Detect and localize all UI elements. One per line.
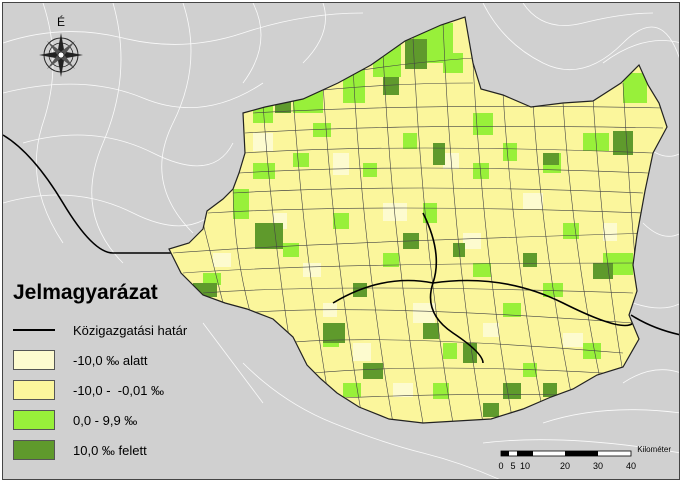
compass-rose-icon xyxy=(39,33,83,77)
scale-tick: 30 xyxy=(592,461,604,471)
legend-label: 10,0 ‰ felett xyxy=(73,442,147,458)
north-arrow: É xyxy=(37,15,85,81)
legend-label: -10,0 ‰ alatt xyxy=(73,352,148,368)
legend-swatch xyxy=(13,380,55,400)
legend-swatch xyxy=(13,350,55,370)
legend-item-boundary: Közigazgatási határ xyxy=(9,315,239,345)
scale-tick: 20 xyxy=(559,461,571,471)
north-label: É xyxy=(56,15,65,29)
administrative-boundaries xyxy=(332,212,634,364)
scale-unit: Kilométer xyxy=(637,445,671,454)
scale-bar-graphic xyxy=(500,450,632,457)
legend-swatch xyxy=(13,440,55,460)
scale-tick: 10 xyxy=(519,461,531,471)
choropleth-map xyxy=(3,3,679,479)
legend-swatch xyxy=(13,410,55,430)
legend-item-class-3: 0,0 - 9,9 ‰ xyxy=(9,405,239,435)
legend-item-class-1: -10,0 ‰ alatt xyxy=(9,345,239,375)
legend-title: Jelmagyarázat xyxy=(13,281,158,304)
legend-label: 0,0 - 9,9 ‰ xyxy=(73,412,138,428)
outside-boundaries xyxy=(3,3,679,479)
legend-item-class-4: 10,0 ‰ felett xyxy=(9,435,239,465)
legend-item-class-2: -10,0 - -0,01 ‰ xyxy=(9,375,239,405)
scale-tick: 5 xyxy=(510,461,516,471)
legend-label: -10,0 - -0,01 ‰ xyxy=(73,382,165,398)
boundary-line-swatch xyxy=(13,329,55,331)
map-frame: É Jelmagyarázat Közigazgatási határ -10,… xyxy=(2,2,680,480)
scale-tick: 40 xyxy=(625,461,637,471)
legend: Jelmagyarázat Közigazgatási határ -10,0 … xyxy=(9,281,239,465)
scale-bar: Kilométer 0 5 10 20 30 40 xyxy=(497,445,679,477)
scale-tick: 0 xyxy=(498,461,504,471)
legend-label: Közigazgatási határ xyxy=(73,322,188,338)
